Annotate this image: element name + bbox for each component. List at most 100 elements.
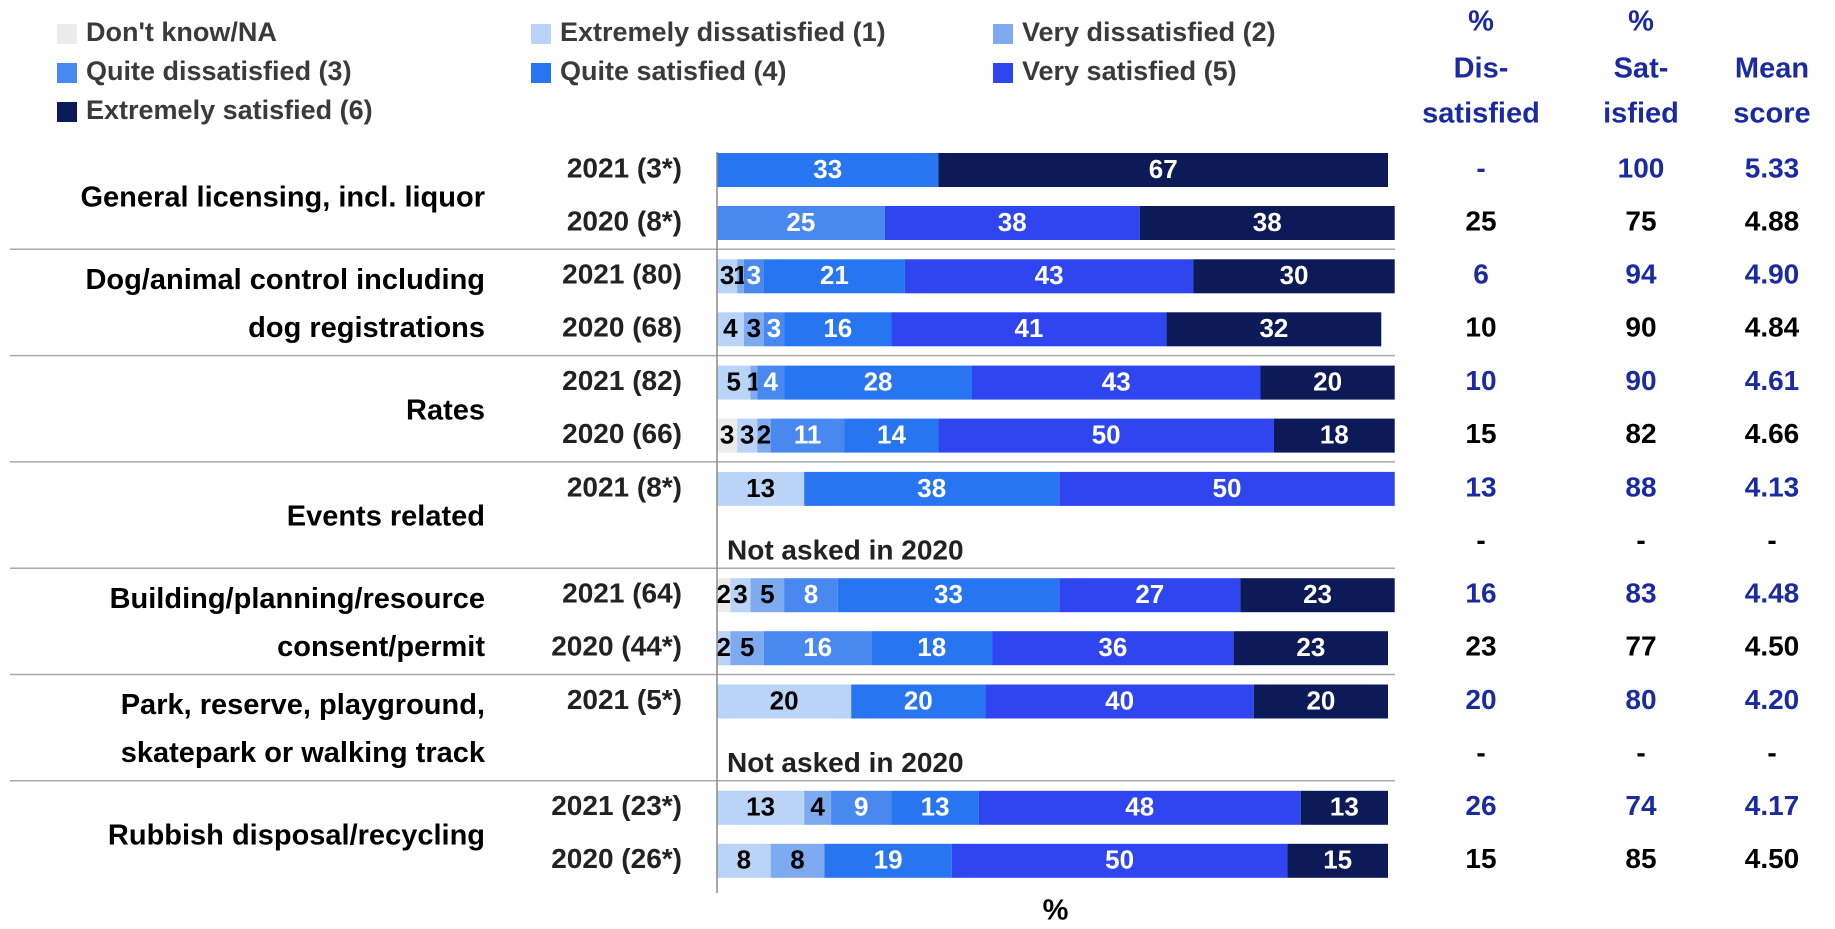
- data-label: 8: [790, 845, 804, 875]
- satisfied-value: 77: [1625, 631, 1656, 662]
- data-label: 4: [723, 313, 738, 343]
- data-label: 16: [823, 313, 852, 343]
- column-header-satisfied: isfied: [1603, 98, 1679, 130]
- data-label: 3: [733, 579, 747, 609]
- dissatisfied-value: 10: [1465, 312, 1496, 343]
- column-header-mean: Mean: [1735, 53, 1809, 85]
- mean-value: 4.50: [1745, 631, 1800, 662]
- data-label: 2: [716, 632, 730, 662]
- dissatisfied-value: -: [1476, 152, 1485, 183]
- bar-segment-very_dissatisfied: [750, 365, 758, 400]
- bar-segment-quite_dissatisfied: [770, 418, 845, 453]
- group-label: Rates: [406, 394, 485, 426]
- data-label: 13: [921, 792, 950, 822]
- data-label: 4: [763, 366, 778, 396]
- group-label: dog registrations: [248, 312, 485, 344]
- data-label: 67: [1149, 154, 1178, 184]
- bar-segment-extremely_dissatisfied: [717, 259, 738, 294]
- satisfied-value: 88: [1625, 471, 1656, 502]
- column-header-satisfied: Sat-: [1614, 53, 1669, 85]
- column-header-dissatisfied: %: [1468, 6, 1494, 38]
- row-label: 2021 (82): [562, 365, 682, 396]
- data-label: 32: [1259, 313, 1288, 343]
- bar-segment-extremely_satisfied: [1139, 206, 1395, 240]
- column-header-mean: score: [1733, 98, 1810, 130]
- row-label: 2021 (80): [562, 259, 682, 290]
- group-label: Rubbish disposal/recycling: [108, 819, 485, 851]
- mean-value: 4.20: [1745, 684, 1800, 715]
- satisfied-value: -: [1636, 524, 1645, 555]
- mean-value: 4.48: [1745, 578, 1800, 609]
- satisfied-value: 100: [1618, 152, 1665, 183]
- data-label: 20: [1313, 366, 1342, 396]
- legend-swatch-quite_satisfied: [531, 63, 551, 83]
- data-label: 50: [1212, 473, 1241, 503]
- data-label: 3: [747, 260, 761, 290]
- bar-segment-quite_satisfied: [763, 259, 905, 294]
- data-label: 40: [1105, 685, 1134, 715]
- data-label: 38: [998, 207, 1027, 237]
- column-header-dissatisfied: satisfied: [1422, 98, 1540, 130]
- satisfied-value: 83: [1625, 578, 1656, 609]
- dissatisfied-value: 6: [1473, 259, 1489, 290]
- bar-segment-extremely_dissatisfied: [717, 312, 744, 347]
- bar-segment-very_dissatisfied: [757, 418, 771, 453]
- x-axis-label: %: [1043, 895, 1069, 927]
- data-label: 43: [1035, 260, 1064, 290]
- legend-swatch-dont_know: [57, 24, 77, 44]
- data-label: 28: [864, 366, 893, 396]
- data-label: 50: [1092, 419, 1121, 449]
- bar-segment-very_satisfied: [938, 418, 1274, 453]
- dissatisfied-value: 20: [1465, 684, 1496, 715]
- group-label: Park, reserve, playground,: [121, 689, 485, 721]
- bar-segment-very_satisfied: [1059, 471, 1395, 506]
- group-label: Building/planning/resource: [110, 583, 485, 615]
- row-label: 2021 (64): [562, 578, 682, 609]
- legend-label-extremely_satisfied: Extremely satisfied (6): [86, 95, 373, 125]
- data-label: 48: [1125, 792, 1154, 822]
- data-label: 14: [877, 419, 906, 449]
- data-label: 19: [874, 845, 903, 875]
- data-label: 3: [767, 313, 781, 343]
- column-header-dissatisfied: Dis-: [1454, 53, 1509, 85]
- data-label: 21: [820, 260, 849, 290]
- bar-segment-very_dissatisfied: [804, 790, 832, 825]
- mean-value: 4.50: [1745, 843, 1800, 874]
- satisfied-value: 82: [1625, 418, 1656, 449]
- mean-value: 4.90: [1745, 259, 1800, 290]
- legend-swatch-very_dissatisfied: [993, 24, 1013, 44]
- mean-value: 4.66: [1745, 418, 1800, 449]
- data-label: 38: [1253, 207, 1282, 237]
- dissatisfied-value: 13: [1465, 471, 1496, 502]
- legend-label-dont_know: Don't know/NA: [86, 17, 277, 47]
- bar-segment-extremely_satisfied: [1233, 631, 1388, 666]
- bar-segment-very_dissatisfied: [750, 578, 785, 613]
- data-label: 20: [770, 685, 799, 715]
- data-label: 23: [1303, 579, 1332, 609]
- bar-segment-quite_satisfied: [824, 843, 952, 878]
- bar-segment-very_satisfied: [971, 365, 1261, 400]
- bar-segment-very_dissatisfied: [737, 259, 744, 294]
- satisfied-value: 85: [1625, 843, 1656, 874]
- mean-value: 4.84: [1745, 312, 1800, 343]
- bar-segment-quite_satisfied: [717, 153, 939, 187]
- row-label: 2020 (8*): [567, 205, 682, 236]
- data-label: 3: [720, 419, 734, 449]
- row-label: 2020 (44*): [551, 631, 682, 662]
- bar-segment-extremely_satisfied: [1300, 790, 1388, 825]
- dissatisfied-value: 26: [1465, 790, 1496, 821]
- bar-segment-extremely_dissatisfied: [730, 578, 751, 613]
- data-label: 2: [716, 579, 730, 609]
- dissatisfied-value: -: [1476, 737, 1485, 768]
- legend-label-extremely_dissatisfied: Extremely dissatisfied (1): [560, 17, 886, 47]
- legend-swatch-very_satisfied: [993, 63, 1013, 83]
- legend-swatch-quite_dissatisfied: [57, 63, 77, 83]
- bar-segment-very_dissatisfied: [743, 312, 764, 347]
- dissatisfied-value: 15: [1465, 843, 1496, 874]
- mean-value: 4.88: [1745, 205, 1800, 236]
- group-label: Events related: [287, 501, 485, 533]
- legend-label-very_satisfied: Very satisfied (5): [1022, 56, 1237, 86]
- bar-segment-very_satisfied: [985, 684, 1254, 719]
- bar-segment-quite_satisfied: [804, 471, 1060, 506]
